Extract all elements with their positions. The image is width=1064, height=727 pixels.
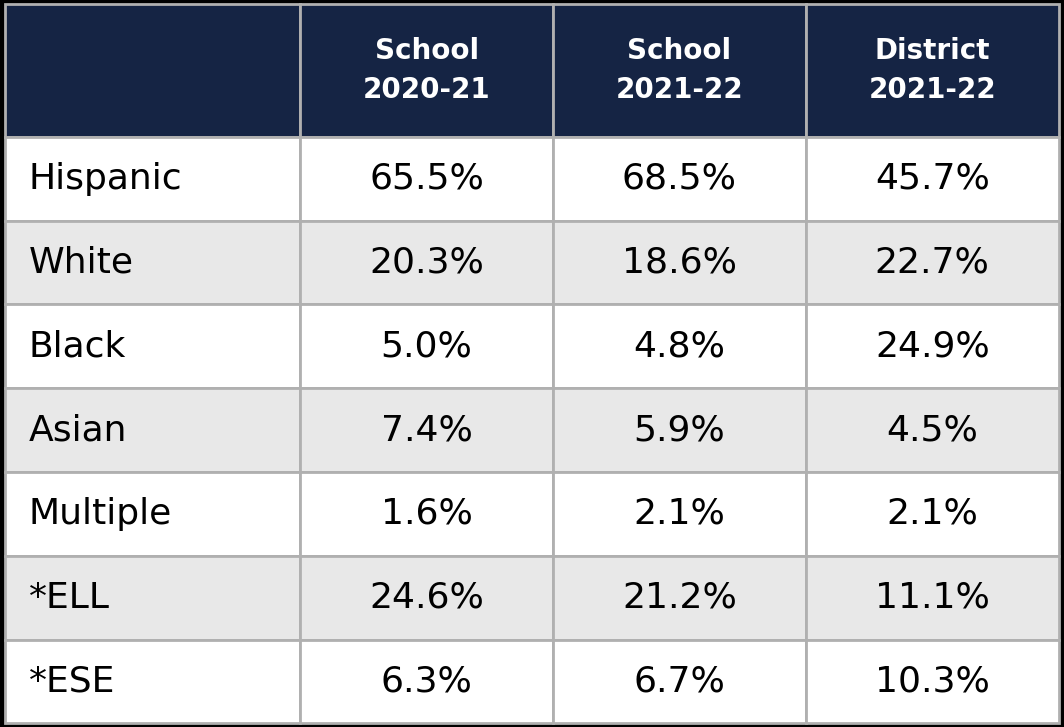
Bar — [5, 472, 300, 555]
Text: Multiple: Multiple — [29, 497, 172, 531]
Text: 7.4%: 7.4% — [381, 413, 472, 447]
Bar — [553, 388, 805, 472]
Text: 65.5%: 65.5% — [369, 161, 484, 196]
Text: 6.7%: 6.7% — [633, 664, 726, 699]
Text: 68.5%: 68.5% — [622, 161, 737, 196]
Text: School
2021-22: School 2021-22 — [616, 36, 744, 104]
Text: Black: Black — [29, 329, 127, 364]
Text: 6.3%: 6.3% — [381, 664, 472, 699]
Bar — [5, 4, 300, 137]
Bar — [5, 220, 300, 305]
Text: 5.0%: 5.0% — [381, 329, 472, 364]
Text: 45.7%: 45.7% — [875, 161, 990, 196]
Text: 10.3%: 10.3% — [875, 664, 990, 699]
Bar — [805, 305, 1059, 388]
Bar — [805, 640, 1059, 723]
Bar — [805, 388, 1059, 472]
Text: 21.2%: 21.2% — [622, 581, 737, 614]
Text: White: White — [29, 246, 134, 279]
Bar — [300, 220, 553, 305]
Text: 1.6%: 1.6% — [381, 497, 472, 531]
Bar — [553, 220, 805, 305]
Bar — [5, 388, 300, 472]
Text: 5.9%: 5.9% — [633, 413, 726, 447]
Bar — [300, 472, 553, 555]
Bar — [805, 555, 1059, 640]
Text: *ELL: *ELL — [29, 581, 110, 614]
Bar — [553, 4, 805, 137]
Bar — [805, 220, 1059, 305]
Text: *ESE: *ESE — [29, 664, 115, 699]
Text: 2.1%: 2.1% — [886, 497, 978, 531]
Text: 22.7%: 22.7% — [875, 246, 990, 279]
Text: 24.9%: 24.9% — [875, 329, 990, 364]
Bar — [5, 640, 300, 723]
Bar — [300, 555, 553, 640]
Bar — [805, 472, 1059, 555]
Text: 20.3%: 20.3% — [369, 246, 484, 279]
Bar — [300, 640, 553, 723]
Text: Hispanic: Hispanic — [29, 161, 182, 196]
Text: 11.1%: 11.1% — [875, 581, 990, 614]
Text: Asian: Asian — [29, 413, 128, 447]
Bar — [5, 305, 300, 388]
Bar — [553, 555, 805, 640]
Text: 18.6%: 18.6% — [622, 246, 737, 279]
Bar — [805, 4, 1059, 137]
Text: 2.1%: 2.1% — [633, 497, 726, 531]
Text: 24.6%: 24.6% — [369, 581, 484, 614]
Bar — [553, 640, 805, 723]
Text: 4.8%: 4.8% — [633, 329, 726, 364]
Bar — [553, 472, 805, 555]
Text: District
2021-22: District 2021-22 — [868, 36, 996, 104]
Bar — [300, 388, 553, 472]
Bar — [300, 4, 553, 137]
Bar — [805, 137, 1059, 220]
Bar — [553, 137, 805, 220]
Text: 4.5%: 4.5% — [886, 413, 978, 447]
Bar — [300, 305, 553, 388]
Bar — [5, 137, 300, 220]
Bar — [553, 305, 805, 388]
Bar — [300, 137, 553, 220]
Bar — [5, 555, 300, 640]
Text: School
2020-21: School 2020-21 — [363, 36, 491, 104]
